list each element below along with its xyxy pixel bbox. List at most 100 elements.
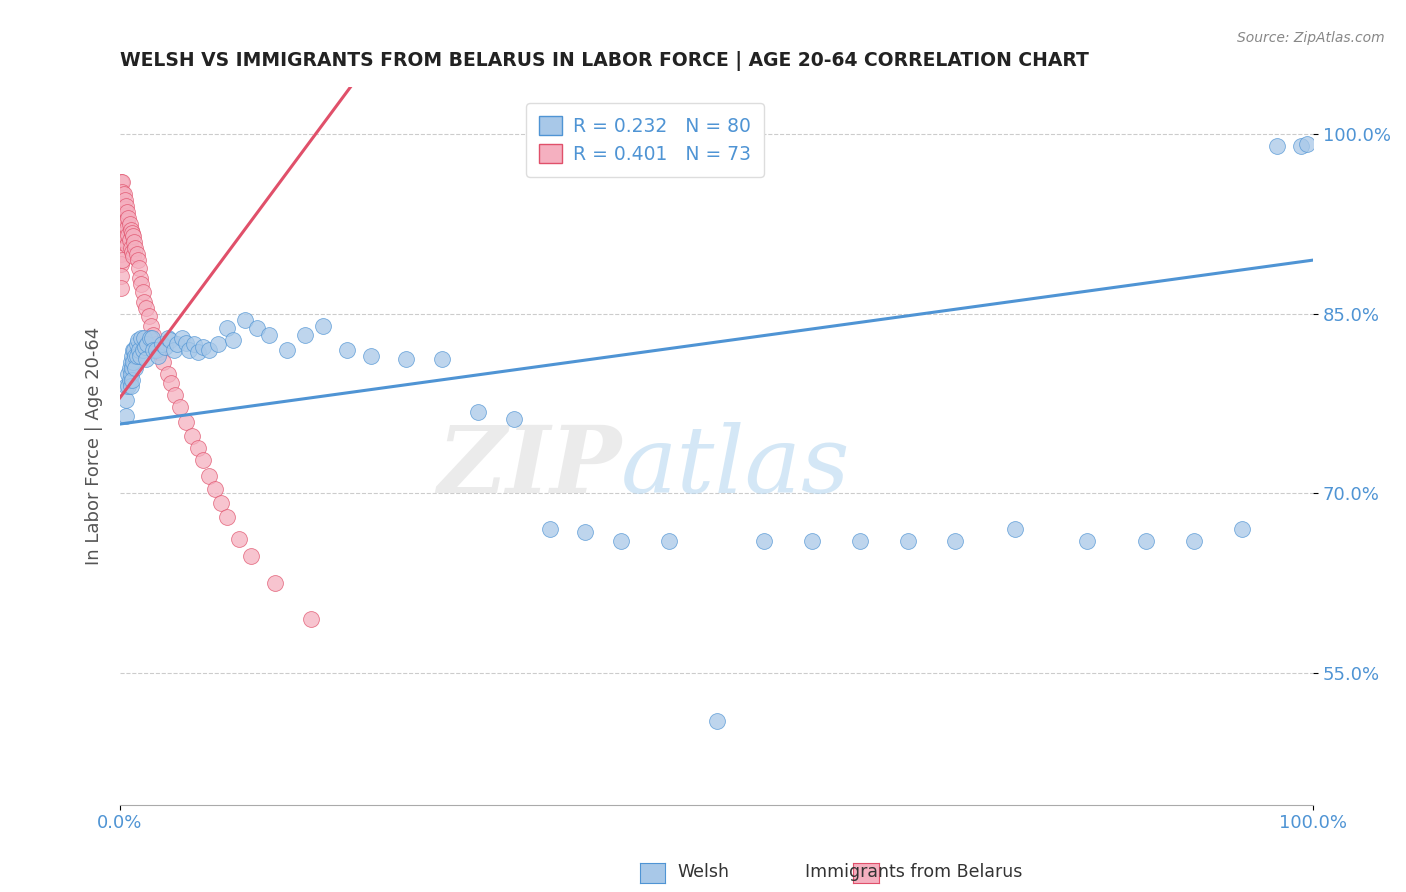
- Point: [115, 378, 138, 392]
- Point: [122, 229, 145, 244]
- Point: [395, 352, 418, 367]
- Point: [1076, 534, 1098, 549]
- Point: [111, 253, 134, 268]
- Point: [110, 175, 132, 189]
- Point: [111, 196, 134, 211]
- Point: [125, 247, 148, 261]
- Point: [135, 352, 157, 367]
- Point: [706, 714, 728, 728]
- Point: [121, 244, 143, 259]
- Point: [120, 241, 142, 255]
- Point: [174, 415, 197, 429]
- Point: [150, 336, 173, 351]
- Point: [156, 331, 179, 345]
- Point: [299, 612, 322, 626]
- Point: [186, 345, 208, 359]
- Point: [502, 412, 524, 426]
- Point: [114, 193, 136, 207]
- Point: [193, 453, 215, 467]
- Point: [193, 341, 215, 355]
- Point: [121, 226, 143, 240]
- Point: [124, 241, 146, 255]
- Point: [136, 336, 159, 351]
- Point: [312, 318, 335, 333]
- Point: [179, 343, 201, 357]
- Point: [112, 187, 135, 202]
- Point: [146, 349, 169, 363]
- Point: [110, 226, 132, 240]
- Point: [111, 223, 134, 237]
- Point: [204, 482, 226, 496]
- Point: [1296, 136, 1319, 151]
- Point: [148, 345, 170, 359]
- Point: [183, 336, 205, 351]
- Point: [112, 202, 135, 216]
- Point: [209, 496, 232, 510]
- Point: [430, 352, 453, 367]
- Point: [538, 522, 561, 536]
- Point: [754, 534, 776, 549]
- Point: [610, 534, 633, 549]
- Point: [1291, 139, 1313, 153]
- Point: [166, 336, 188, 351]
- Point: [111, 235, 134, 249]
- Point: [217, 510, 239, 524]
- Point: [131, 343, 153, 357]
- Point: [118, 373, 141, 387]
- Point: [115, 393, 138, 408]
- Point: [110, 199, 132, 213]
- Point: [114, 209, 136, 223]
- Point: [122, 343, 145, 357]
- Point: [118, 233, 141, 247]
- Point: [120, 378, 142, 392]
- Point: [246, 321, 269, 335]
- Point: [943, 534, 966, 549]
- Text: Source: ZipAtlas.com: Source: ZipAtlas.com: [1237, 31, 1385, 45]
- Point: [131, 331, 153, 345]
- Point: [115, 409, 138, 423]
- Point: [110, 187, 132, 202]
- Point: [125, 349, 148, 363]
- Point: [118, 217, 141, 231]
- Point: [120, 355, 142, 369]
- Point: [360, 349, 382, 363]
- Point: [124, 235, 146, 249]
- Point: [169, 401, 191, 415]
- Point: [1135, 534, 1157, 549]
- Point: [112, 233, 135, 247]
- Point: [110, 205, 132, 219]
- Point: [117, 367, 139, 381]
- Point: [110, 280, 132, 294]
- Point: [233, 313, 256, 327]
- Point: [658, 534, 681, 549]
- Point: [156, 367, 179, 381]
- Point: [132, 295, 155, 310]
- Point: [111, 185, 134, 199]
- Point: [228, 532, 250, 546]
- Point: [132, 331, 155, 345]
- Point: [111, 211, 134, 226]
- Point: [127, 333, 149, 347]
- Point: [128, 343, 150, 357]
- Point: [138, 310, 160, 324]
- Point: [145, 336, 167, 351]
- Point: [110, 235, 132, 249]
- Point: [121, 360, 143, 375]
- Point: [110, 257, 132, 271]
- Point: [198, 468, 221, 483]
- Point: [120, 223, 142, 237]
- Text: WELSH VS IMMIGRANTS FROM BELARUS IN LABOR FORCE | AGE 20-64 CORRELATION CHART: WELSH VS IMMIGRANTS FROM BELARUS IN LABO…: [120, 51, 1088, 70]
- Point: [180, 429, 202, 443]
- Point: [110, 213, 132, 227]
- Point: [160, 376, 183, 391]
- Point: [896, 534, 918, 549]
- Point: [110, 247, 132, 261]
- Point: [163, 388, 186, 402]
- Point: [336, 343, 359, 357]
- Point: [849, 534, 872, 549]
- Point: [129, 271, 152, 285]
- Point: [186, 441, 208, 455]
- Point: [125, 336, 148, 351]
- Point: [122, 250, 145, 264]
- Point: [222, 333, 245, 347]
